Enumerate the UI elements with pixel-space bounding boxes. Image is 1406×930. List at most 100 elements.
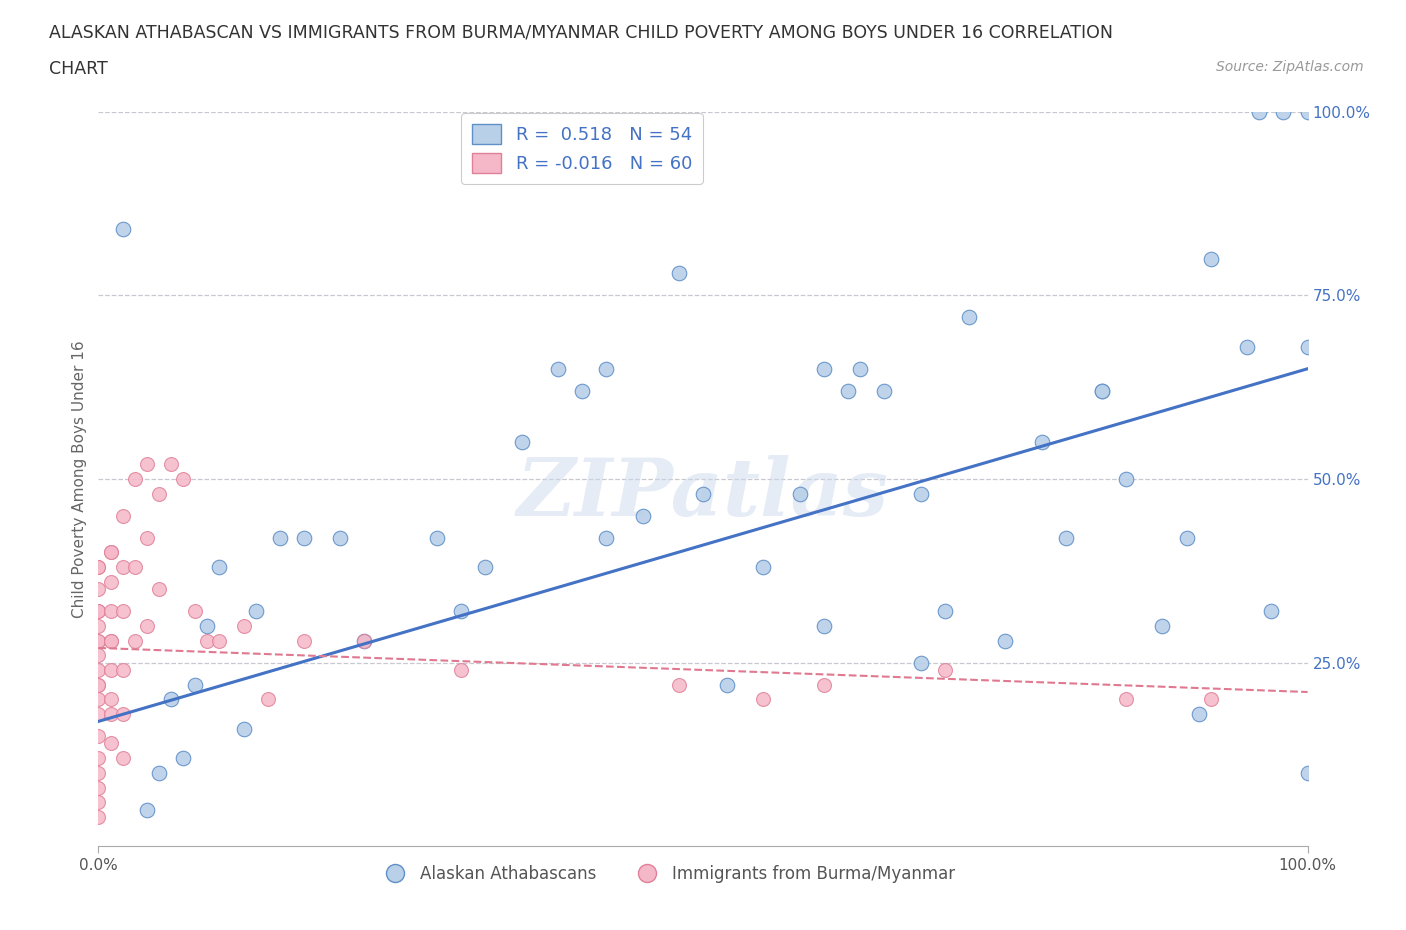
Point xyxy=(135,618,157,633)
Point xyxy=(87,780,110,795)
Point xyxy=(292,633,315,648)
Point xyxy=(353,633,375,648)
Point xyxy=(1115,472,1137,486)
Point xyxy=(87,648,110,663)
Point xyxy=(292,530,315,545)
Point xyxy=(87,707,110,722)
Point xyxy=(100,692,122,707)
Point xyxy=(813,618,835,633)
Point xyxy=(1249,104,1271,119)
Point xyxy=(1296,104,1319,119)
Point xyxy=(752,560,775,575)
Legend: Alaskan Athabascans, Immigrants from Burma/Myanmar: Alaskan Athabascans, Immigrants from Bur… xyxy=(373,858,962,889)
Text: CHART: CHART xyxy=(49,60,108,78)
Point xyxy=(752,692,775,707)
Point xyxy=(87,633,110,648)
Point xyxy=(232,722,254,737)
Point xyxy=(595,530,617,545)
Point xyxy=(1175,530,1198,545)
Point xyxy=(994,633,1017,648)
Point xyxy=(87,560,110,575)
Point xyxy=(1152,618,1174,633)
Point xyxy=(1091,383,1114,398)
Point xyxy=(172,472,194,486)
Point xyxy=(87,751,110,765)
Point xyxy=(1296,339,1319,354)
Point xyxy=(668,266,690,281)
Point xyxy=(87,582,110,597)
Point xyxy=(111,604,134,618)
Point xyxy=(100,575,122,590)
Point xyxy=(184,677,207,692)
Point xyxy=(813,677,835,692)
Point xyxy=(100,545,122,560)
Point xyxy=(1236,339,1258,354)
Point xyxy=(148,582,170,597)
Point xyxy=(474,560,496,575)
Point xyxy=(837,383,859,398)
Point xyxy=(100,736,122,751)
Point xyxy=(87,560,110,575)
Point xyxy=(100,633,122,648)
Point xyxy=(1054,530,1077,545)
Point xyxy=(195,618,218,633)
Point xyxy=(124,472,146,486)
Point xyxy=(934,604,956,618)
Point xyxy=(668,677,690,692)
Point xyxy=(111,221,134,236)
Point xyxy=(184,604,207,618)
Point xyxy=(910,486,932,501)
Point xyxy=(1115,692,1137,707)
Point xyxy=(172,751,194,765)
Y-axis label: Child Poverty Among Boys Under 16: Child Poverty Among Boys Under 16 xyxy=(72,340,87,618)
Point xyxy=(208,633,231,648)
Point xyxy=(813,361,835,376)
Point xyxy=(111,707,134,722)
Point xyxy=(100,633,122,648)
Point xyxy=(160,692,183,707)
Point xyxy=(124,560,146,575)
Point xyxy=(87,633,110,648)
Point xyxy=(87,809,110,824)
Point xyxy=(100,545,122,560)
Point xyxy=(426,530,449,545)
Point xyxy=(87,795,110,810)
Point xyxy=(1188,707,1211,722)
Point xyxy=(1199,692,1222,707)
Point xyxy=(849,361,872,376)
Point xyxy=(1272,104,1295,119)
Point xyxy=(329,530,352,545)
Point xyxy=(595,361,617,376)
Point xyxy=(111,508,134,523)
Point xyxy=(148,486,170,501)
Point xyxy=(510,435,533,450)
Point xyxy=(1260,604,1282,618)
Text: ZIPatlas: ZIPatlas xyxy=(517,455,889,532)
Point xyxy=(160,457,183,472)
Point xyxy=(111,560,134,575)
Point xyxy=(135,802,157,817)
Point xyxy=(789,486,811,501)
Point xyxy=(232,618,254,633)
Point xyxy=(353,633,375,648)
Text: ALASKAN ATHABASCAN VS IMMIGRANTS FROM BURMA/MYANMAR CHILD POVERTY AMONG BOYS UND: ALASKAN ATHABASCAN VS IMMIGRANTS FROM BU… xyxy=(49,23,1114,41)
Point xyxy=(135,457,157,472)
Point xyxy=(148,765,170,780)
Point xyxy=(135,530,157,545)
Point xyxy=(256,692,278,707)
Point xyxy=(208,560,231,575)
Point xyxy=(100,707,122,722)
Point xyxy=(450,662,472,677)
Point xyxy=(692,486,714,501)
Point xyxy=(716,677,738,692)
Point xyxy=(87,677,110,692)
Text: Source: ZipAtlas.com: Source: ZipAtlas.com xyxy=(1216,60,1364,74)
Point xyxy=(450,604,472,618)
Point xyxy=(195,633,218,648)
Point xyxy=(87,765,110,780)
Point xyxy=(111,662,134,677)
Point xyxy=(1091,383,1114,398)
Point xyxy=(87,604,110,618)
Point xyxy=(631,508,654,523)
Point xyxy=(87,729,110,744)
